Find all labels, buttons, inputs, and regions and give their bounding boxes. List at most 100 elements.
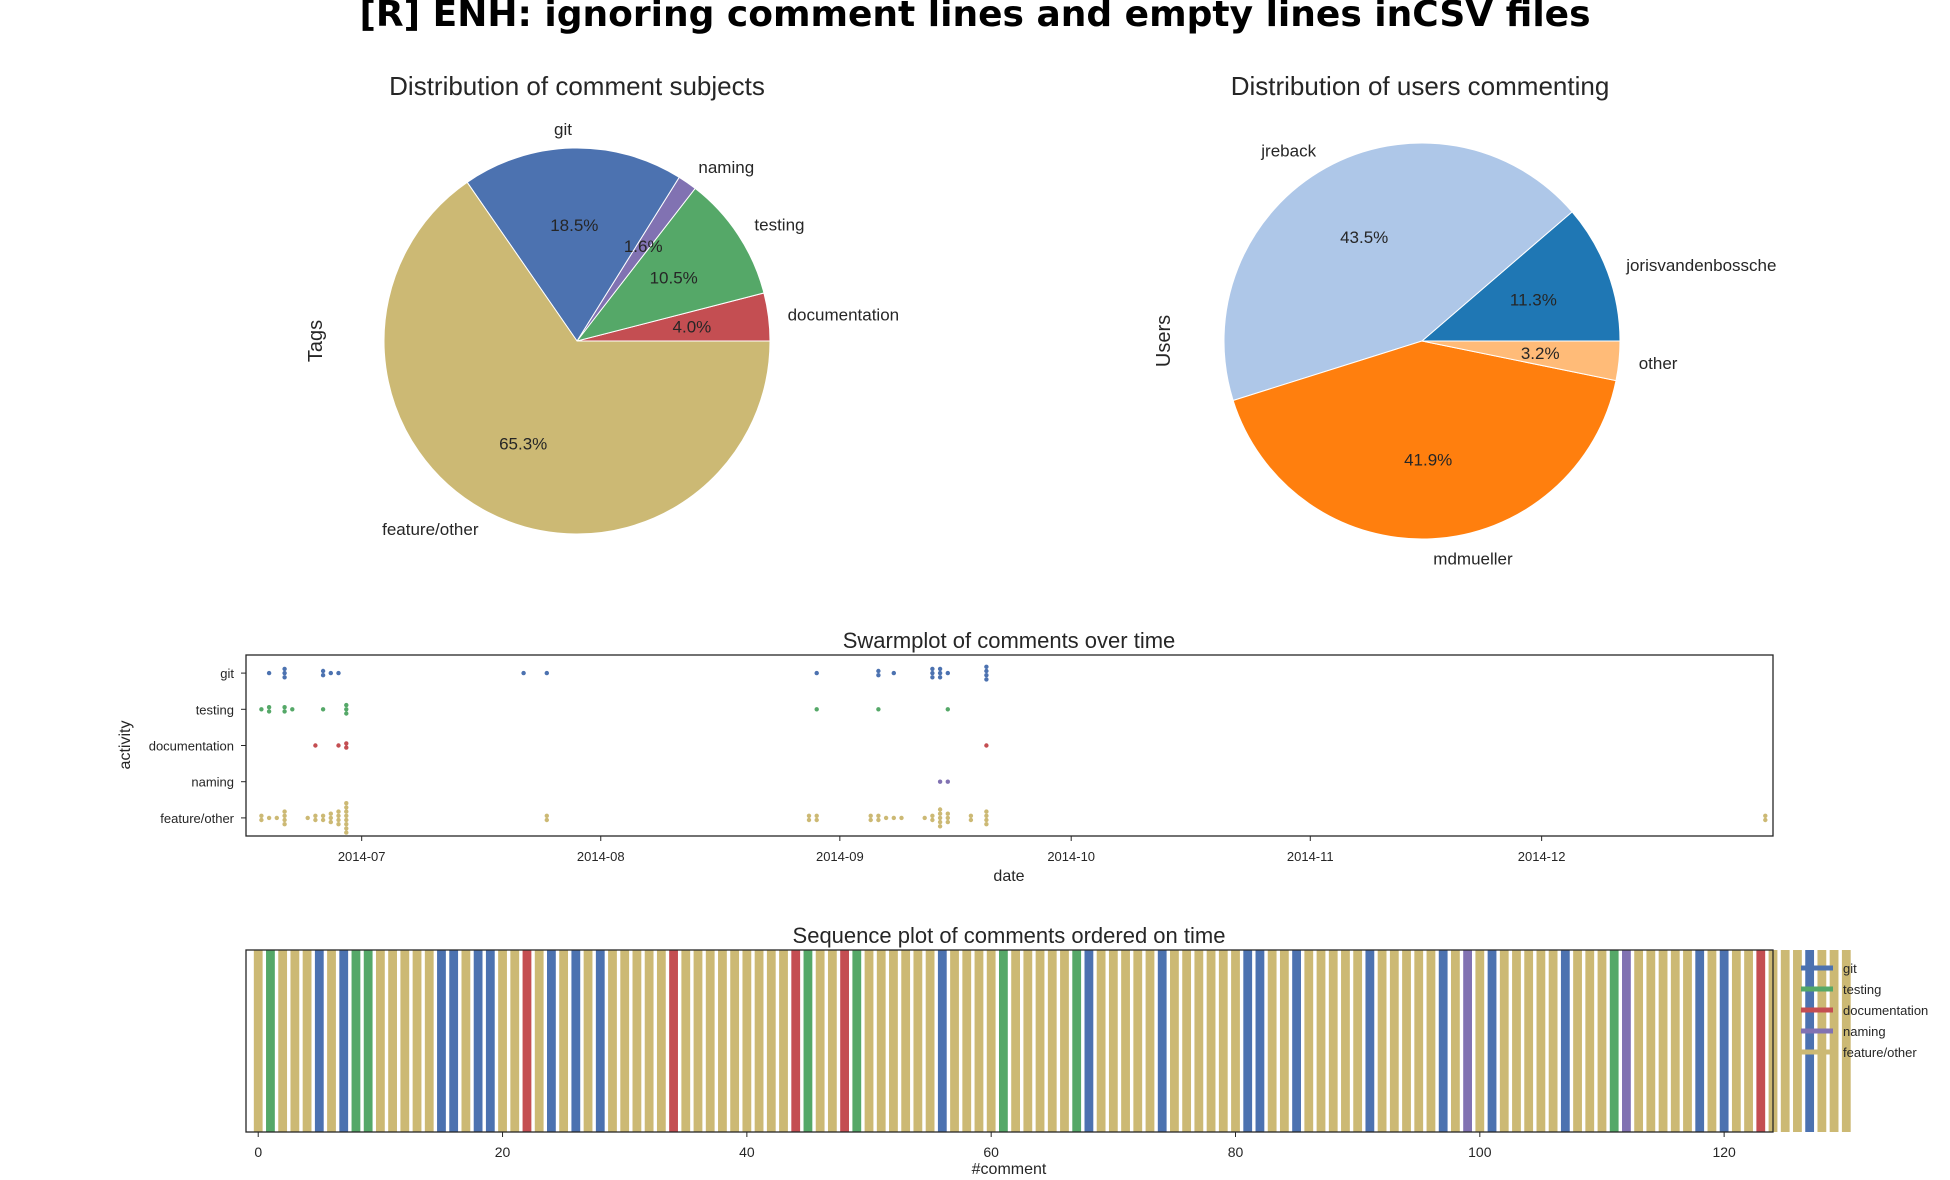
seq-bar-81	[1243, 950, 1253, 1132]
seq-bar-96	[1426, 950, 1436, 1132]
pie-users-commenting-ylabel: Users	[1153, 315, 1175, 367]
swarm-point-feature-other-56	[984, 817, 989, 823]
seq-bar-36	[693, 950, 703, 1132]
seq-bar-117	[1683, 950, 1692, 1132]
seq-bar-92	[1377, 950, 1387, 1132]
swarm-point-feature-other-12	[320, 817, 326, 823]
seq-bar-19	[485, 950, 495, 1132]
swarm-point-feature-other-13	[328, 811, 333, 816]
pie-comment-subjects-ylabel: Tags	[305, 320, 327, 362]
swarm-point-feature-other-44	[937, 807, 943, 812]
legend-label-feature-other: feature/other	[1843, 1045, 1917, 1060]
seq-bar-39	[730, 950, 740, 1132]
seq-bar-49	[852, 950, 862, 1132]
pie-comment-subjects-title: Distribution of comment subjects	[389, 71, 765, 101]
swarm-point-testing-8	[344, 707, 349, 712]
seq-bar-111	[1609, 950, 1619, 1132]
swarm-point-git-13	[891, 670, 896, 676]
swarm-point-git-19	[937, 675, 943, 680]
pie1-pct-git: 18.5%	[550, 216, 598, 235]
seq-bar-66	[1060, 950, 1069, 1132]
seq-bar-45	[803, 950, 813, 1132]
seq-bar-27	[583, 950, 593, 1132]
seq-bar-42	[766, 950, 776, 1132]
swarmplot-title: Swarmplot of comments over time	[843, 628, 1176, 653]
swarm-point-git-8	[521, 670, 526, 676]
seq-bar-103	[1512, 950, 1521, 1132]
pie2-label-mdmueller: mdmueller	[1433, 550, 1513, 569]
swarm-point-feature-other-53	[968, 817, 974, 823]
seq-bar-32	[644, 950, 654, 1132]
seq-bar-118	[1695, 950, 1705, 1132]
seq-xtick-0: 0	[254, 1144, 262, 1160]
swarm-point-feature-other-40	[899, 815, 904, 821]
seq-bar-17	[461, 950, 471, 1132]
swarm-point-git-16	[930, 675, 935, 680]
legend-label-documentation: documentation	[1843, 1003, 1928, 1018]
swarm-point-feature-other-43	[930, 817, 935, 823]
seq-bar-123	[1756, 950, 1766, 1132]
seq-bar-119	[1707, 950, 1717, 1132]
seq-bar-44	[791, 950, 801, 1132]
pie1-slice-testing	[575, 187, 765, 342]
sequence-plot-xlabel: #comment	[972, 1161, 1047, 1178]
swarm-point-feature-other-28	[544, 813, 549, 818]
swarm-point-feature-other-23	[344, 813, 349, 818]
swarm-point-feature-other-22	[344, 809, 349, 814]
swarm-point-feature-other-0	[259, 813, 264, 818]
seq-bar-112	[1622, 950, 1631, 1132]
swarm-point-git-12	[876, 673, 881, 678]
seq-bar-8	[351, 950, 361, 1132]
swarm-point-feature-other-18	[336, 817, 341, 823]
swarm-point-feature-other-54	[984, 809, 989, 814]
seq-bar-11	[388, 950, 397, 1132]
swarm-point-testing-1	[266, 705, 272, 710]
swarm-point-feature-other-31	[806, 817, 812, 823]
swarm-point-feature-other-3	[274, 815, 279, 821]
swarm-point-testing-5	[290, 707, 295, 712]
pie2-slice-mdmueller	[1232, 340, 1617, 540]
seq-bar-128	[1817, 950, 1827, 1132]
seq-bar-24	[547, 950, 556, 1132]
swarm-point-feature-other-27	[344, 830, 349, 835]
seq-bar-114	[1646, 950, 1656, 1132]
seq-bar-88	[1328, 950, 1338, 1132]
seq-bar-105	[1536, 950, 1546, 1132]
seq-bar-101	[1487, 950, 1497, 1132]
seq-bar-78	[1206, 950, 1216, 1132]
seq-bar-4	[302, 950, 312, 1132]
sequence-plot-title: Sequence plot of comments ordered on tim…	[793, 923, 1226, 948]
seq-bar-40	[742, 950, 752, 1132]
swarm-point-feature-other-33	[814, 817, 819, 823]
seq-bar-72	[1133, 950, 1143, 1132]
seq-bar-130	[1841, 950, 1851, 1132]
swarm-point-git-10	[814, 670, 819, 676]
figure-title: [R] ENH: ignoring comment lines and empt…	[359, 0, 1591, 35]
seq-bar-10	[375, 950, 385, 1132]
seq-bar-9	[363, 950, 373, 1132]
pie2-pct-mdmueller: 41.9%	[1404, 451, 1452, 470]
swarmplot-ylabel: activity	[117, 721, 134, 770]
swarm-point-git-21	[984, 664, 989, 669]
seq-bar-126	[1793, 950, 1802, 1132]
swarm-point-feature-other-34	[868, 813, 873, 818]
swarm-point-git-22	[984, 668, 989, 674]
swarm-point-feature-other-21	[344, 805, 349, 810]
swarm-point-git-15	[930, 670, 935, 676]
swarm-point-documentation-0	[313, 743, 318, 748]
swarm-xtick-2014-12: 2014-12	[1518, 849, 1566, 864]
swarm-ylabel-feature-other: feature/other	[160, 811, 234, 826]
seq-bar-37	[705, 950, 715, 1132]
swarm-point-git-18	[937, 670, 943, 676]
seq-bar-108	[1573, 950, 1582, 1132]
swarm-point-git-2	[282, 670, 287, 676]
swarm-point-feature-other-30	[806, 813, 812, 818]
swarmplot: Swarmplot of comments over time git testi…	[117, 628, 1774, 885]
seq-bar-38	[718, 950, 727, 1132]
swarm-point-git-14	[930, 666, 935, 672]
seq-bar-84	[1279, 950, 1289, 1132]
swarm-point-testing-7	[344, 702, 349, 708]
seq-bar-34	[669, 950, 678, 1132]
pie2-label-other: other	[1639, 354, 1678, 373]
